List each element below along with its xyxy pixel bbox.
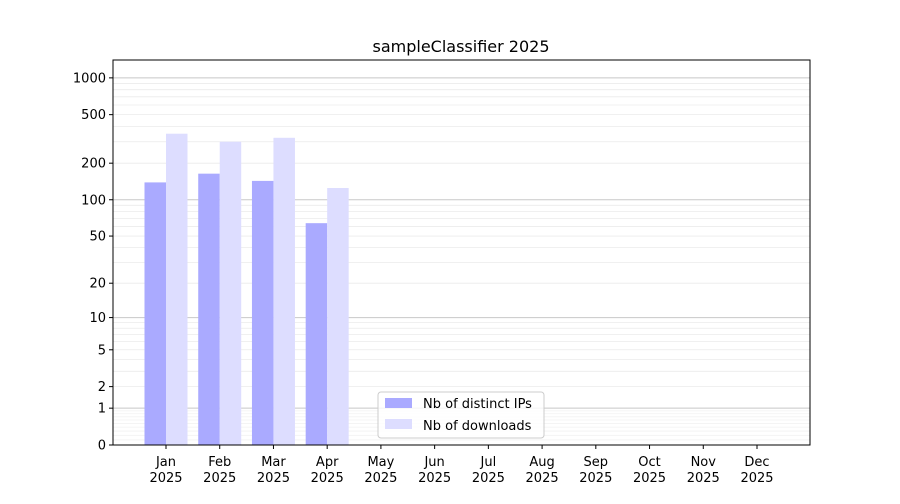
y-tick-label: 1000 xyxy=(73,71,106,86)
x-tick-label: Dec xyxy=(744,455,769,470)
y-tick-label: 500 xyxy=(81,108,106,123)
bar-distinct-ips xyxy=(251,180,274,446)
bars xyxy=(144,133,349,446)
x-tick-label: Oct xyxy=(638,455,660,470)
y-tick-label: 10 xyxy=(89,311,106,326)
x-axis: Jan2025Feb2025Mar2025Apr2025May2025Jun20… xyxy=(149,445,774,486)
x-tick-label: Aug xyxy=(529,455,554,470)
x-tick-label: 2025 xyxy=(526,471,559,486)
legend-swatch-ips xyxy=(385,398,412,408)
y-tick-label: 0 xyxy=(98,439,106,454)
bar-downloads xyxy=(166,133,188,445)
legend: Nb of distinct IPs Nb of downloads xyxy=(377,391,545,439)
x-tick-label: 2025 xyxy=(418,471,451,486)
bar-distinct-ips xyxy=(144,182,166,445)
y-tick-label: 50 xyxy=(89,230,106,245)
x-tick-label: 2025 xyxy=(149,471,182,486)
y-tick-label: 100 xyxy=(81,193,106,208)
x-tick-label: Jul xyxy=(480,455,497,470)
legend-label-ips: Nb of distinct IPs xyxy=(423,397,532,412)
y-tick-label: 1 xyxy=(98,402,106,417)
bar-distinct-ips xyxy=(305,223,328,445)
x-tick-label: Apr xyxy=(316,455,339,470)
y-tick-label: 2 xyxy=(98,380,106,395)
x-tick-label: 2025 xyxy=(311,471,344,486)
x-tick-label: 2025 xyxy=(687,471,720,486)
x-tick-label: 2025 xyxy=(257,471,290,486)
x-tick-label: 2025 xyxy=(740,471,773,486)
x-tick-label: 2025 xyxy=(364,471,397,486)
bar-downloads xyxy=(219,141,242,445)
x-tick-label: Jan xyxy=(155,455,176,470)
legend-swatch-downloads xyxy=(385,419,412,429)
y-axis: 0 1 2 5 10 20 50 100 200 500 1000 xyxy=(73,71,113,454)
plot-frame xyxy=(112,59,811,446)
bar-downloads xyxy=(273,137,295,445)
legend-label-downloads: Nb of downloads xyxy=(423,419,532,434)
bar-downloads xyxy=(327,187,349,445)
y-tick-label: 200 xyxy=(81,157,106,172)
legend-box xyxy=(377,391,545,439)
x-tick-label: 2025 xyxy=(203,471,236,486)
y-tick-label: 20 xyxy=(89,277,106,292)
x-tick-label: Jun xyxy=(423,455,444,470)
x-tick-label: Sep xyxy=(584,455,609,470)
x-tick-label: Nov xyxy=(691,455,717,470)
bar-distinct-ips xyxy=(198,173,220,446)
x-tick-label: 2025 xyxy=(579,471,612,486)
x-tick-label: Mar xyxy=(261,455,286,470)
x-tick-label: Feb xyxy=(208,455,231,470)
x-tick-label: 2025 xyxy=(472,471,505,486)
x-tick-label: 2025 xyxy=(633,471,666,486)
chart-title: sampleClassifier 2025 xyxy=(372,37,549,56)
y-tick-label: 5 xyxy=(98,343,106,358)
x-tick-label: May xyxy=(367,455,394,470)
